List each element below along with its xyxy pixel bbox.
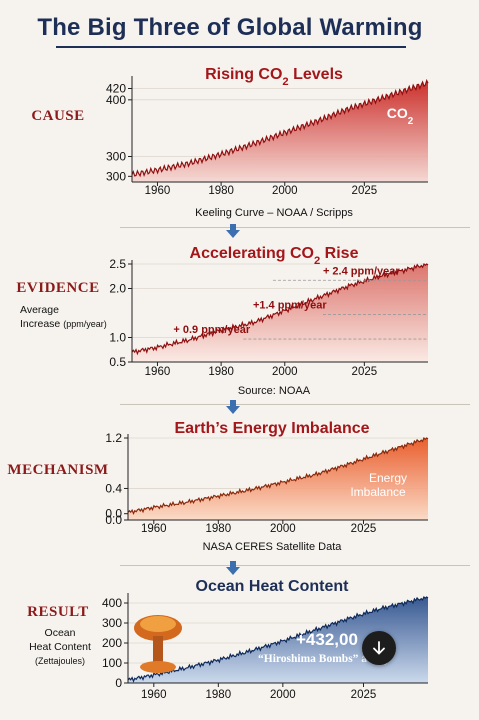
section-divider <box>120 565 470 566</box>
x-tick-label: 2000 <box>270 523 296 535</box>
chart-panel-2: 0.00.0 0.4 1.2 1960 1980 2000 2025 Earth’s Ener… <box>105 420 429 553</box>
side-sub-increase: Increase <box>20 318 61 330</box>
explosion-highlight <box>140 616 176 632</box>
chart-title: Earth’s Energy Imbalance <box>174 420 369 437</box>
side-label-result: RESULT <box>27 604 89 620</box>
chart-title: Accelerating CO2 Rise <box>190 245 359 267</box>
side-sub-average: Average <box>20 304 59 316</box>
series-area <box>128 597 428 683</box>
scroll-down-button[interactable] <box>362 631 396 665</box>
side-sublabel-result: Ocean Heat Content (Zettajoules) <box>4 626 116 668</box>
x-tick-label: 1960 <box>141 689 167 701</box>
y-tick-label: 0.0 <box>105 507 122 521</box>
explosion-base <box>140 661 176 673</box>
title-part: Rise <box>320 245 358 262</box>
y-tick-label: 2.0 <box>109 282 126 296</box>
x-tick-label: 2000 <box>272 185 298 197</box>
side-sublabel-evidence: Average Increase (ppm/year) <box>6 303 120 331</box>
side-label-evidence: EVIDENCE <box>16 280 100 296</box>
y-tick-label: 0 <box>115 676 122 690</box>
title-underline <box>56 46 406 48</box>
y-tick-label: 0.4 <box>105 481 122 495</box>
series-line <box>131 78 429 178</box>
subscript: 2 <box>314 255 320 267</box>
x-tick-label: 2025 <box>352 366 378 378</box>
x-tick-label: 1960 <box>145 366 171 378</box>
x-tick-label: 2000 <box>270 689 296 701</box>
arrow-down-icon <box>226 400 240 414</box>
section-divider <box>120 404 470 405</box>
chart-source: Source: NOAA <box>238 385 311 397</box>
side-sub-zettajoules: (Zettajoules) <box>34 656 86 666</box>
x-tick-label: 2025 <box>351 689 377 701</box>
y-tick-label: 200 <box>102 636 122 650</box>
side-sub-unit: (ppm/year) <box>63 319 107 329</box>
side-label-mechanism: MECHANISM <box>7 462 109 478</box>
chart-panel-3: 0 100 200 300 400 1960 1980 2000 2025 Ocean Heat … <box>102 578 429 701</box>
subscript: 2 <box>282 76 288 88</box>
x-tick-label: 2025 <box>352 185 378 197</box>
arrow-down-icon <box>226 224 240 238</box>
chart-panel-1: 0.5 1.0 2.0 2.5 1960 1980 2000 2025 Accelerating… <box>109 245 429 397</box>
x-tick-label: 1960 <box>145 185 171 197</box>
x-tick-label: 1980 <box>208 185 234 197</box>
x-tick-label: 2000 <box>272 366 298 378</box>
y-tick-label: 2.5 <box>109 257 126 271</box>
title-part: Accelerating CO <box>190 245 314 262</box>
annotation-label: + 2.4 ppm/year <box>323 265 400 277</box>
title-part: CO <box>387 105 408 121</box>
side-label-cause: CAUSE <box>31 108 85 124</box>
chart-title: Rising CO2 Levels <box>205 66 343 88</box>
y-tick-label: 300 <box>106 150 126 164</box>
side-sub-heat-content: Heat Content <box>29 641 91 653</box>
y-tick-label: 100 <box>102 656 122 670</box>
y-tick-label: 300 <box>106 169 126 183</box>
series-label: “Hiroshima Bombs” a Day <box>258 653 390 665</box>
explosion-stem <box>153 636 163 664</box>
arrow-down-icon <box>373 641 385 655</box>
annotation-label: +1.4 ppm/year <box>253 300 327 312</box>
x-tick-label: 1960 <box>141 523 167 535</box>
explosion-icon <box>134 615 182 673</box>
chart-source: NASA CERES Satellite Data <box>203 541 343 553</box>
y-tick-label: 400 <box>102 596 122 610</box>
x-tick-label: 2025 <box>351 523 377 535</box>
series-label: Imbalance <box>350 485 406 499</box>
chart-source: Keeling Curve – NOAA / Scripps <box>195 207 353 219</box>
y-tick-label: 420 <box>106 82 126 96</box>
y-tick-label: 1.0 <box>109 331 126 345</box>
series-line <box>127 436 429 515</box>
series-line <box>127 596 429 683</box>
subscript: 2 <box>408 116 414 127</box>
series-label: CO2 <box>387 105 414 127</box>
x-tick-label: 1980 <box>208 366 234 378</box>
section-divider <box>120 227 470 228</box>
arrow-down-icon <box>226 561 240 575</box>
title-part: Rising CO <box>205 66 282 83</box>
y-tick-label: 0.5 <box>109 355 126 369</box>
series-area <box>132 80 428 182</box>
side-sub-ocean: Ocean <box>44 627 76 639</box>
y-tick-label: 300 <box>102 616 122 630</box>
series-label: Energy <box>369 471 407 485</box>
x-tick-label: 1980 <box>206 523 232 535</box>
x-tick-label: 1980 <box>206 689 232 701</box>
page-title: The Big Three of Global Warming <box>37 14 423 41</box>
series-area <box>128 438 428 520</box>
y-tick-label: 400 <box>106 93 126 107</box>
series-label: +432,00 <box>296 630 358 649</box>
series-line <box>131 262 429 356</box>
y-tick-label: 0.0 <box>105 513 122 527</box>
annotation-label: + 0.9 ppm/year <box>173 324 250 336</box>
chart-title: Ocean Heat Content <box>196 578 350 595</box>
y-tick-label: 1.2 <box>105 431 122 445</box>
title-part: Levels <box>289 66 343 83</box>
